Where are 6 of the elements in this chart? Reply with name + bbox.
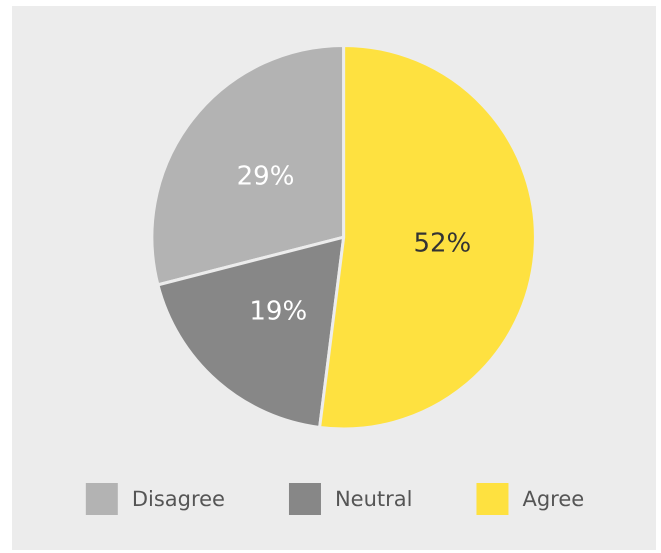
legend-label: Neutral [334,487,412,511]
data-label: 29% [236,162,294,192]
data-label: 19% [249,296,308,326]
data-label: 52% [413,228,472,258]
legend-label: Disagree [132,487,225,511]
legend-label: Agree [522,487,584,511]
